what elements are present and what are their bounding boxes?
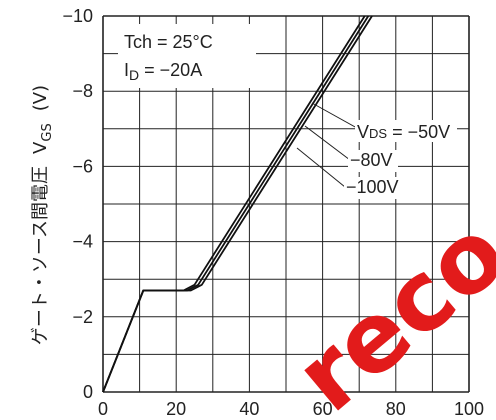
y-tick-labels: 0 −2 −4 −6 −8 −10	[62, 6, 93, 402]
legend-bg-80v	[348, 150, 398, 172]
x-tick-labels: 0 20 40 60 80 100	[98, 399, 484, 419]
y-tick-label: −10	[62, 6, 93, 26]
x-tick-label: 40	[239, 399, 259, 419]
y-tick-label: −2	[72, 307, 93, 327]
condition-temperature: Tch = 25°C	[124, 32, 213, 52]
legend-label-80v: −80V	[350, 150, 393, 170]
y-axis-label-sym: V	[30, 141, 51, 154]
legend-label-100v: −100V	[346, 177, 399, 197]
x-tick-label: 80	[386, 399, 406, 419]
condition-current-rest: = −20A	[139, 60, 202, 80]
y-tick-label: −6	[72, 156, 93, 176]
plot-grid	[102, 15, 470, 393]
condition-current: ID = −20A	[124, 60, 202, 83]
y-axis-label-unit: (V)	[30, 85, 51, 111]
leader-line-80v	[304, 125, 351, 161]
conditions-box-bg	[118, 24, 256, 88]
legend-prefix-rest: = −50V	[387, 122, 450, 142]
series-lines	[102, 15, 373, 393]
x-tick-label: 0	[98, 399, 108, 419]
y-axis-label: ゲート・ソース間電圧 VGS (V)	[30, 85, 55, 345]
leader-line-100v	[296, 147, 346, 188]
legend-prefix-sub: DS	[369, 126, 387, 141]
legend-prefix-main: V	[357, 122, 369, 142]
legend-bg-50v	[355, 120, 457, 142]
condition-current-sub: D	[129, 67, 139, 83]
y-tick-label: 0	[83, 382, 93, 402]
watermark: reco	[275, 196, 496, 420]
y-axis-label-sub: GS	[40, 123, 55, 141]
x-tick-label: 60	[313, 399, 333, 419]
x-tick-label: 20	[166, 399, 186, 419]
legend-bg-100v	[344, 177, 402, 199]
y-tick-label: −4	[72, 232, 93, 252]
x-tick-label: 100	[454, 399, 484, 419]
leader-line-50v	[311, 102, 358, 129]
series-line	[102, 15, 373, 393]
condition-current-main: I	[124, 60, 129, 80]
legend-label-50v: VDS = −50V	[357, 122, 450, 142]
y-axis-label-jp: ゲート・ソース間電圧	[30, 166, 51, 345]
y-tick-label: −8	[72, 81, 93, 101]
